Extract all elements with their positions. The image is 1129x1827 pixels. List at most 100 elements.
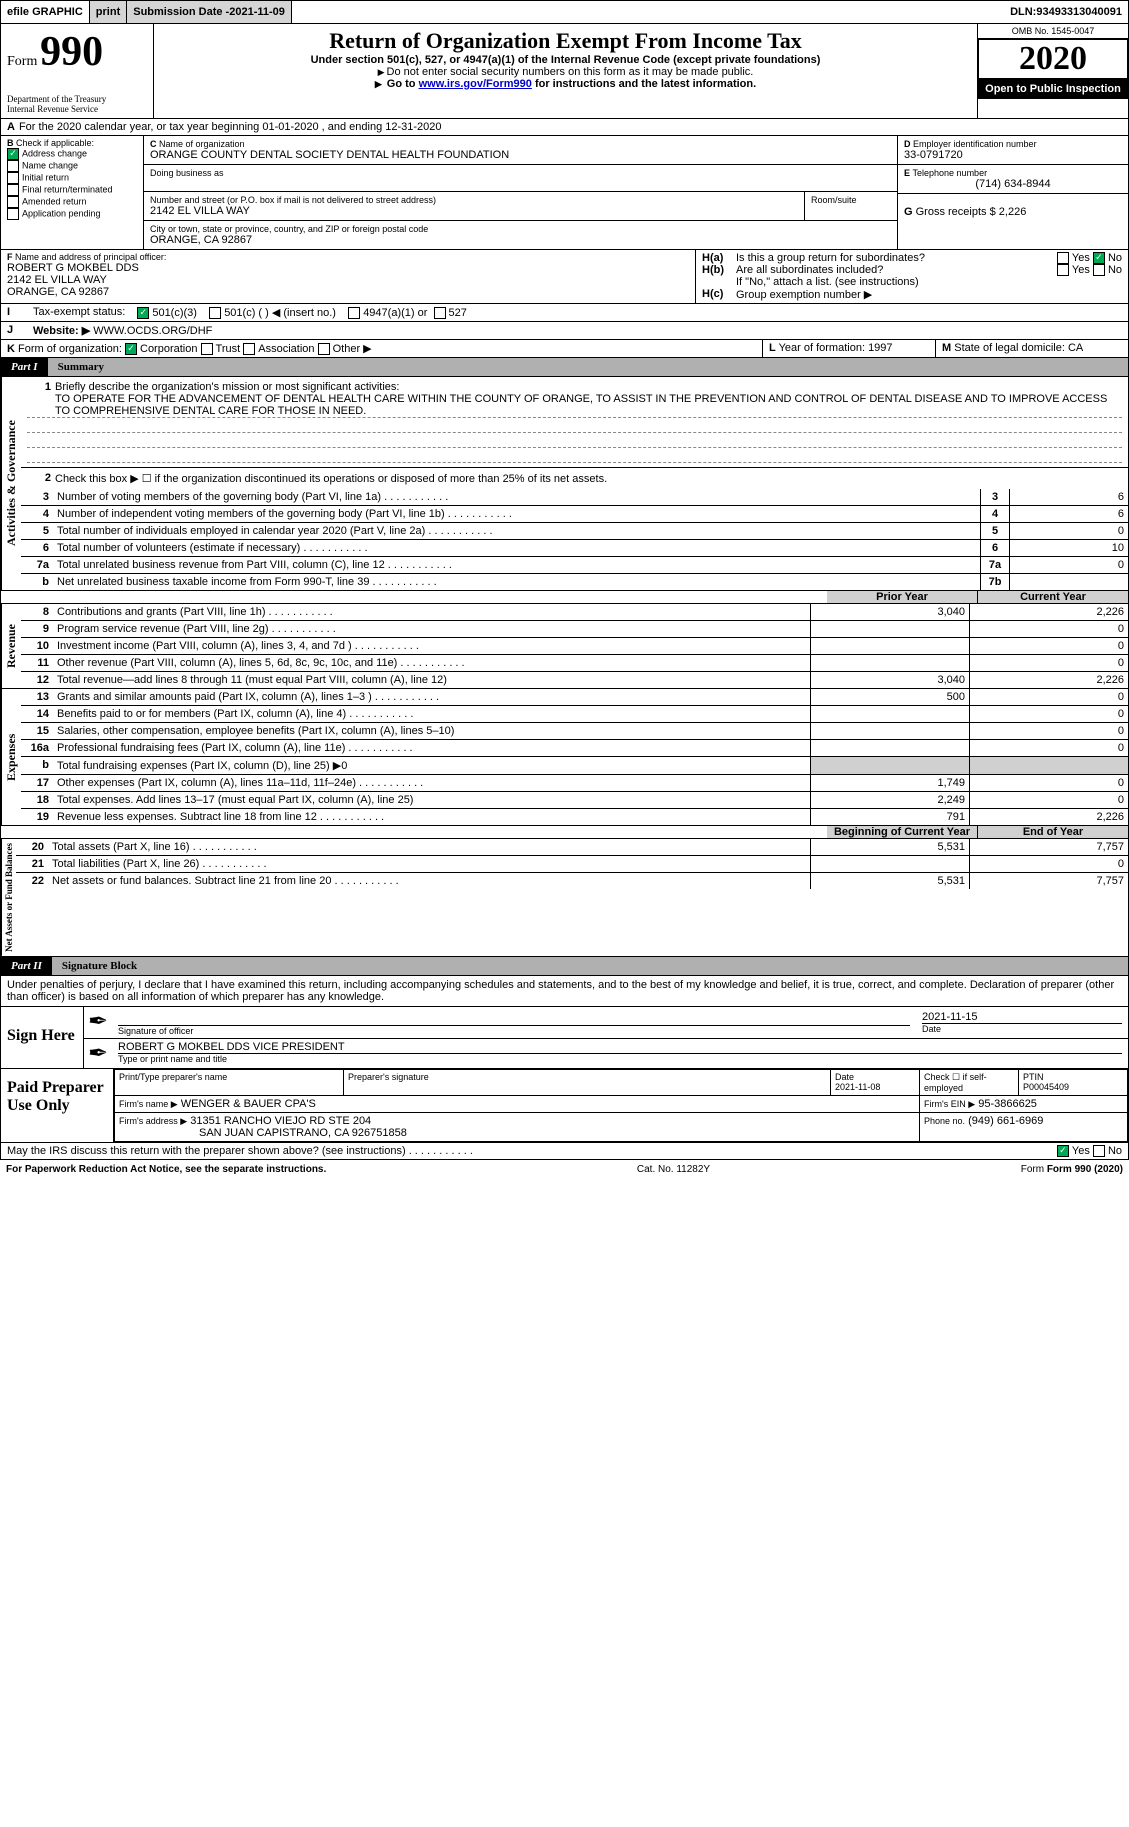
part-i-title: Summary [48, 358, 1128, 376]
gov-7b-desc: Net unrelated business taxable income fr… [53, 574, 980, 590]
org-name: ORANGE COUNTY DENTAL SOCIETY DENTAL HEAL… [150, 149, 891, 161]
gross-receipts-value: 2,226 [999, 206, 1027, 218]
firm-addr-label: Firm's address ▶ [119, 1116, 187, 1126]
return-title: Return of Organization Exempt From Incom… [160, 28, 971, 54]
line-j: J Website: ▶ WWW.OCDS.ORG/DHF [0, 322, 1129, 340]
cat-no: Cat. No. 11282Y [637, 1164, 710, 1175]
discuss-no-checkbox[interactable] [1093, 1145, 1105, 1157]
amended-return-checkbox[interactable] [7, 196, 19, 208]
501c-label: 501(c) ( ) ◀ (insert no.) [224, 307, 336, 319]
part-ii-tag: Part II [1, 957, 52, 975]
final-return-checkbox[interactable] [7, 184, 19, 196]
prep-date-value: 2021-11-08 [835, 1082, 880, 1092]
domicile-value: CA [1068, 342, 1083, 354]
form-990-number: 990 [40, 29, 103, 75]
4947-label: 4947(a)(1) or [363, 307, 427, 319]
corporation-checkbox[interactable] [125, 343, 137, 355]
gov-7a-val: 0 [1009, 557, 1128, 573]
sign-here-block: Sign Here ✒ Signature of officer 2021-11… [0, 1007, 1129, 1069]
box-deg: D Employer identification number 33-0791… [898, 136, 1128, 249]
ha-no-checkbox[interactable] [1093, 252, 1105, 264]
rev-9-desc: Program service revenue (Part VIII, line… [53, 621, 810, 637]
form990-link[interactable]: www.irs.gov/Form990 [419, 78, 532, 90]
goto-pre: Go to [387, 78, 419, 90]
signature-officer-label: Signature of officer [118, 1025, 910, 1036]
exp-18-prior: 2,249 [810, 792, 969, 808]
ha-yes-checkbox[interactable] [1057, 252, 1069, 264]
officer-label: Name and address of principal officer: [15, 252, 166, 262]
net-22-num: 22 [16, 873, 48, 889]
rev-8-curr: 2,226 [969, 604, 1128, 620]
exp-13-num: 13 [21, 689, 53, 705]
exp-14-num: 14 [21, 706, 53, 722]
group-return-label: Is this a group return for subordinates? [736, 252, 1057, 264]
gov-3-desc: Number of voting members of the governin… [53, 489, 980, 505]
exp-16a-num: 16a [21, 740, 53, 756]
association-checkbox[interactable] [243, 343, 255, 355]
net-21-end: 0 [969, 856, 1128, 872]
exp-16a-desc: Professional fundraising fees (Part IX, … [53, 740, 810, 756]
submission-date-button[interactable]: Submission Date - 2021-11-09 [127, 1, 292, 23]
name-change-checkbox[interactable] [7, 160, 19, 172]
rev-12-curr: 2,226 [969, 672, 1128, 688]
officer-group-block: F Name and address of principal officer:… [0, 250, 1129, 304]
no-label: No [1108, 252, 1122, 264]
501c-checkbox[interactable] [209, 307, 221, 319]
application-pending-label: Application pending [22, 208, 101, 218]
exp-18-num: 18 [21, 792, 53, 808]
address-change-checkbox[interactable] [7, 148, 19, 160]
year-formation-value: 1997 [868, 342, 892, 354]
gov-7a-desc: Total unrelated business revenue from Pa… [53, 557, 980, 573]
discuss-line: May the IRS discuss this return with the… [0, 1143, 1129, 1160]
exp-15-curr: 0 [969, 723, 1128, 739]
exp-16b-curr [969, 757, 1128, 774]
rev-8-prior: 3,040 [810, 604, 969, 620]
gov-5-box: 5 [980, 523, 1009, 539]
net-20-end: 7,757 [969, 839, 1128, 855]
gov-6-num: 6 [21, 540, 53, 556]
501c3-checkbox[interactable] [137, 307, 149, 319]
self-employed-check: Check ☐ if self-employed [920, 1070, 1019, 1096]
amended-return-label: Amended return [22, 196, 87, 206]
part-ii-header: Part II Signature Block [0, 957, 1129, 976]
trust-checkbox[interactable] [201, 343, 213, 355]
form-header: Form 990 Department of the Treasury Inte… [0, 24, 1129, 119]
expenses-label: Expenses [1, 689, 21, 825]
omb-number: OMB No. 1545-0047 [978, 24, 1128, 39]
rev-10-desc: Investment income (Part VIII, column (A)… [53, 638, 810, 654]
gross-receipts-label: Gross receipts $ [916, 206, 996, 218]
exp-19-prior: 791 [810, 809, 969, 825]
line-i: I Tax-exempt status: 501(c)(3) 501(c) ( … [0, 304, 1129, 322]
org-name-label: Name of organization [159, 139, 245, 149]
rev-11-num: 11 [21, 655, 53, 671]
print-button[interactable]: print [90, 1, 127, 23]
page-footer: For Paperwork Reduction Act Notice, see … [0, 1160, 1129, 1179]
exp-15-prior [810, 723, 969, 739]
website-value: WWW.OCDS.ORG/DHF [93, 325, 212, 337]
prep-date-label: Date [835, 1072, 854, 1082]
initial-return-checkbox[interactable] [7, 172, 19, 184]
gov-lines: 3Number of voting members of the governi… [21, 489, 1128, 590]
hb-no-checkbox[interactable] [1093, 264, 1105, 276]
subordinates-label: Are all subordinates included? [736, 264, 1057, 276]
527-checkbox[interactable] [434, 307, 446, 319]
perjury-declaration: Under penalties of perjury, I declare th… [0, 976, 1129, 1007]
firm-ein-label: Firm's EIN ▶ [924, 1099, 975, 1109]
association-label: Association [258, 343, 314, 355]
discuss-yes-checkbox[interactable] [1057, 1145, 1069, 1157]
gov-3-num: 3 [21, 489, 53, 505]
4947-checkbox[interactable] [348, 307, 360, 319]
firm-phone-label: Phone no. [924, 1116, 965, 1126]
hb-yes-checkbox[interactable] [1057, 264, 1069, 276]
submission-date-label: Submission Date - [133, 6, 229, 18]
application-pending-checkbox[interactable] [7, 208, 19, 220]
527-label: 527 [449, 307, 467, 319]
check-applicable-label: Check if applicable: [16, 138, 94, 148]
city-value: ORANGE, CA 92867 [150, 234, 891, 246]
corporation-label: Corporation [140, 343, 197, 355]
gov-4-desc: Number of independent voting members of … [53, 506, 980, 522]
other-checkbox[interactable] [318, 343, 330, 355]
firm-phone-value: (949) 661-6969 [968, 1115, 1043, 1127]
net-22-desc: Net assets or fund balances. Subtract li… [48, 873, 810, 889]
exp-19-num: 19 [21, 809, 53, 825]
